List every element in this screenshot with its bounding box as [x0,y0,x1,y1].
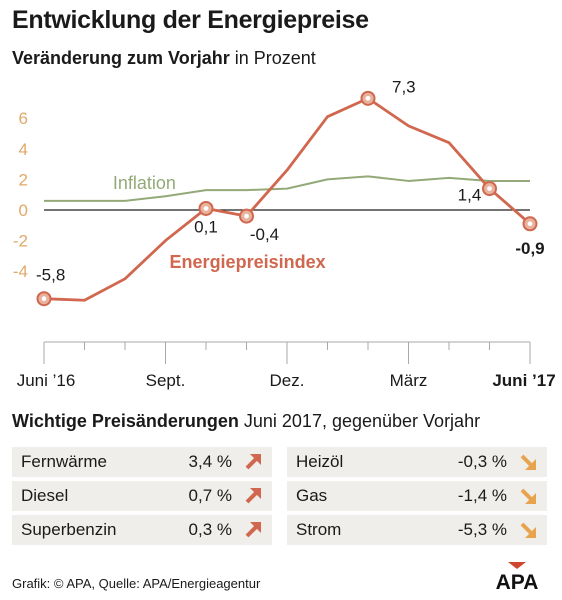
y-tick-label: -2 [13,232,28,251]
data-point-dot [487,186,492,191]
table-left: Fernwärme 3,4 % Diesel 0,7 % Superbenzin 0,3 … [12,447,272,549]
x-tick-label: Juni ’16 [17,371,76,390]
table-row: Diesel 0,7 % [12,481,272,511]
table-heading-bold: Wichtige Preisänderungen [12,411,239,431]
arrow-up-icon [245,522,261,538]
svg-text:APA: APA [496,571,539,592]
arrow-up-icon [245,454,261,470]
table-right: Heizöl -0,3 % Gas -1,4 % Strom -5,3 % [287,447,547,549]
subtitle: Veränderung zum Vorjahr in Prozent [12,48,316,69]
item-value: 0,7 % [188,486,232,505]
item-name: Gas [296,486,328,505]
item-name: Diesel [21,486,69,505]
data-label: -0,4 [250,225,279,244]
y-tick-label: 0 [19,201,28,220]
arrow-up-icon [245,488,261,504]
item-name: Heizöl [296,452,344,471]
table-heading-rest: Juni 2017, gegenüber Vorjahr [238,411,481,431]
energy-index-line [43,96,531,302]
data-label: 7,3 [392,80,416,96]
x-tick-label: Dez. [270,371,305,390]
table-row: Heizöl -0,3 % [287,447,547,477]
data-point-dot [365,95,371,101]
page-title: Entwicklung der Energiepreise [12,6,369,34]
table-heading: Wichtige Preisänderungen Juni 2017, gege… [12,411,480,432]
item-name: Strom [296,520,342,539]
y-tick-label: 6 [19,109,28,128]
y-tick-label: -4 [13,262,28,281]
data-label: -0,9 [515,239,544,258]
x-tick-label: Juni ’17 [492,371,555,390]
data-label: 0,1 [194,217,218,236]
data-point-dot [41,296,47,302]
arrow-down-icon [520,488,536,504]
x-tick-label: März [390,371,428,390]
item-value: 3,4 % [188,452,232,471]
table-row: Gas -1,4 % [287,481,547,511]
arrow-down-icon [520,454,536,470]
item-name: Fernwärme [21,452,107,471]
apa-logo: APA [496,562,539,592]
table-row: Strom -5,3 % [287,515,547,545]
item-value: -5,3 % [457,520,507,539]
data-point-dot [527,221,533,227]
data-point-dot [203,206,209,211]
series-label-energy: Energiepreisindex [170,252,326,272]
arrow-down-icon [520,522,536,538]
data-label: 1,4 [458,186,482,205]
table-row: Fernwärme 3,4 % [12,447,272,477]
subtitle-rest: in Prozent [229,48,316,68]
y-tick-label: 4 [19,140,28,159]
inflation-line [44,175,530,202]
data-label: -5,8 [36,266,65,285]
table-row: Superbenzin 0,3 % [12,515,272,545]
item-value: -1,4 % [457,486,507,505]
item-value: 0,3 % [188,520,232,539]
x-tick-label: Sept. [146,371,186,390]
series-label-inflation: Inflation [113,173,176,193]
source-footer: Grafik: © APA, Quelle: APA/Energieagentu… [12,576,261,591]
data-point-dot [244,213,249,219]
item-name: Superbenzin [21,520,117,539]
item-value: -0,3 % [457,452,507,471]
y-tick-label: 2 [19,170,28,189]
line-chart: 6 4 2 0 -2 -4 Juni ’16 Sept. Dez. März Juni ’17 Inf… [13,80,556,390]
subtitle-bold: Veränderung zum Vorjahr [12,48,230,68]
